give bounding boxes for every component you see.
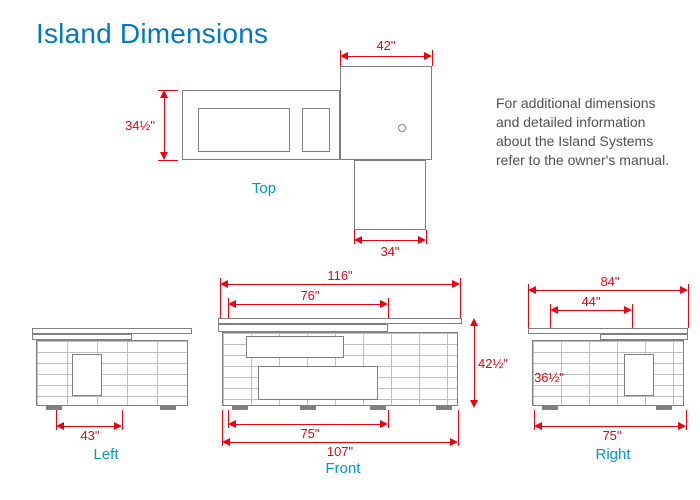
dim-right-75-el [534, 410, 535, 430]
dim-top-34h-ext2 [158, 160, 178, 161]
dim-front-42h-da [470, 400, 478, 408]
dim-top-34h-ext1 [158, 90, 178, 91]
dim-left-43-el [56, 410, 57, 430]
left-door [72, 354, 102, 396]
left-foot2 [160, 406, 176, 410]
dim-right-84-ra [680, 286, 688, 294]
dim-front-76: 76" [292, 288, 328, 303]
dim-right-44-er [632, 304, 633, 328]
right-foot2 [656, 406, 672, 410]
front-foot4 [436, 406, 452, 410]
dim-front-116-el [220, 278, 221, 318]
top-grill-inset [198, 108, 290, 152]
view-label-top: Top [244, 180, 284, 197]
dim-front-116-ra [452, 280, 460, 288]
dim-right-75-line [540, 426, 680, 427]
view-label-front: Front [320, 460, 366, 477]
dim-right-84-el [528, 284, 529, 328]
dim-right-75-er [686, 410, 687, 430]
dim-front-75-la [228, 420, 236, 428]
front-foot2 [300, 406, 316, 410]
dim-left-43-la [56, 422, 64, 430]
dim-front-42h-line [474, 324, 475, 402]
front-foot1 [232, 406, 248, 410]
dim-right-75-la [534, 422, 542, 430]
dim-front-107-er [458, 410, 459, 446]
front-doors [258, 366, 378, 400]
dim-front-76-line [234, 304, 382, 305]
dim-front-42half: 42½" [478, 356, 520, 371]
dim-front-76-la [228, 300, 236, 308]
dim-front-107-ra [450, 438, 458, 446]
dim-top-34h-ua [160, 90, 168, 98]
front-step [218, 324, 388, 332]
dim-front-75-el [228, 410, 229, 428]
dim-right-44-line [556, 310, 626, 311]
top-extension-block [354, 160, 426, 230]
dim-top-42-ra [424, 52, 432, 60]
page-title: Island Dimensions [36, 18, 268, 50]
dim-front-75: 75" [292, 426, 328, 441]
dim-front-76-el [228, 298, 229, 318]
dim-right-84-la [528, 286, 536, 294]
dim-top-34half: 34½" [120, 118, 160, 133]
dim-right-84-line [534, 290, 682, 291]
view-label-right: Right [590, 446, 636, 463]
dim-top-42-line [346, 56, 426, 57]
dim-front-116-la [220, 280, 228, 288]
dim-top-34-line [360, 240, 420, 241]
top-right-block [340, 66, 432, 160]
dim-front-75-line [234, 424, 382, 425]
view-label-left: Left [86, 446, 126, 463]
front-foot3 [370, 406, 386, 410]
dim-top-42-extl [340, 50, 341, 66]
dim-right-84: 84" [592, 274, 628, 289]
dim-front-116: 116" [320, 268, 360, 283]
top-knob [398, 124, 406, 132]
dim-front-107-line [228, 442, 452, 443]
dim-front-116-er [460, 278, 461, 318]
dim-front-107-el [222, 410, 223, 446]
dim-top-34-ra [418, 236, 426, 244]
dim-front-107-la [222, 438, 230, 446]
dim-top-42-la [340, 52, 348, 60]
dim-top-34: 34" [372, 244, 408, 259]
dim-right-84-er [688, 284, 689, 328]
dim-front-116-line [226, 284, 454, 285]
side-note: For additional dimensions and detailed i… [496, 94, 671, 170]
dim-top-42-extr [432, 50, 433, 66]
left-cabinet [36, 340, 188, 406]
right-foot1 [542, 406, 558, 410]
dim-front-75-er [388, 410, 389, 428]
dim-right-44-ra [624, 306, 632, 314]
dim-right-75: 75" [594, 428, 630, 443]
dim-right-44-el [550, 304, 551, 328]
front-grill-face [246, 336, 344, 358]
top-small-panel [302, 108, 330, 152]
dim-top-42: 42" [366, 38, 406, 53]
dim-top-34h-line [164, 96, 165, 154]
left-foot1 [46, 406, 62, 410]
dim-top-34-la [354, 236, 362, 244]
dim-left-43-er [122, 410, 123, 430]
right-door [624, 354, 654, 396]
dim-top-34h-da [160, 152, 168, 160]
dim-right-44-la [550, 306, 558, 314]
dim-right-36half: 36½" [522, 370, 564, 385]
dim-front-75-ra [380, 420, 388, 428]
dim-left-43-ra [114, 422, 122, 430]
dim-front-76-ra [380, 300, 388, 308]
dim-right-75-ra [678, 422, 686, 430]
dim-front-107: 107" [320, 444, 360, 459]
dim-right-44: 44" [576, 294, 606, 309]
dim-top-34-extr [426, 230, 427, 244]
dim-left-43: 43" [72, 428, 108, 443]
dim-left-43-line [62, 426, 116, 427]
dim-front-76-er [388, 298, 389, 318]
dim-front-42h-ua [470, 318, 478, 326]
dim-top-34-extl [354, 230, 355, 244]
